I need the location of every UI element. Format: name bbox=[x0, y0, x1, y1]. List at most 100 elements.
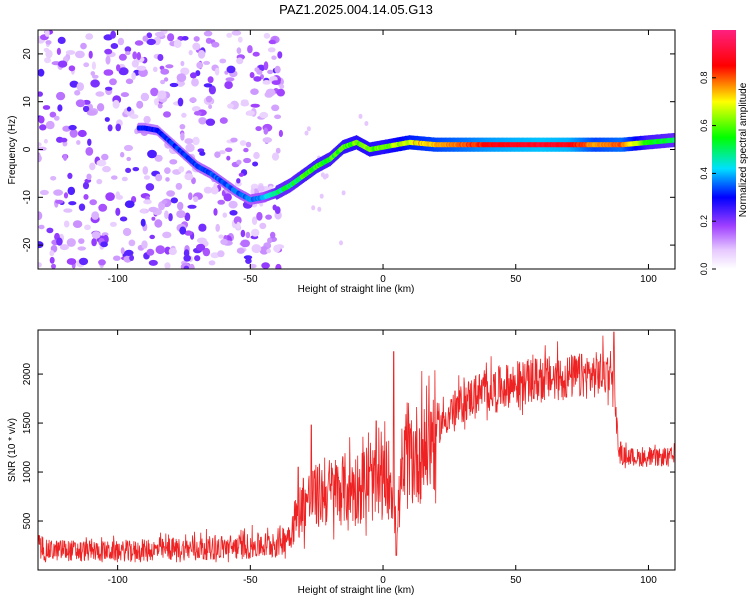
noise-cell bbox=[263, 61, 269, 71]
noise-cell bbox=[87, 138, 92, 146]
noise-cell bbox=[267, 69, 274, 75]
noise-cell bbox=[68, 201, 77, 206]
noise-cell bbox=[218, 150, 226, 155]
noise-cell bbox=[224, 81, 233, 90]
noise-cell bbox=[57, 104, 63, 112]
x-tick-label: -50 bbox=[243, 274, 258, 285]
noise-cell bbox=[227, 103, 234, 109]
noise-cell bbox=[193, 196, 199, 203]
noise-cell bbox=[215, 223, 220, 232]
noise-cell bbox=[67, 186, 76, 196]
noise-cell bbox=[131, 59, 139, 68]
noise-cell bbox=[154, 154, 163, 162]
noise-cell bbox=[250, 103, 260, 108]
noise-cell bbox=[38, 262, 42, 268]
noise-cell bbox=[218, 234, 224, 239]
noise-cell bbox=[38, 154, 42, 163]
noise-cell bbox=[207, 76, 214, 84]
noise-cell bbox=[196, 243, 206, 251]
noise-cell bbox=[98, 259, 106, 266]
noise-cell bbox=[38, 115, 45, 124]
noise-cell bbox=[192, 136, 200, 146]
noise-cell bbox=[113, 255, 121, 261]
noise-cell bbox=[239, 140, 247, 146]
noise-cell bbox=[203, 186, 213, 194]
noise-cell bbox=[188, 50, 193, 56]
noise-cell bbox=[197, 49, 206, 59]
noise-cell bbox=[190, 72, 197, 79]
noise-cell bbox=[191, 177, 196, 185]
noise-cell bbox=[208, 85, 216, 95]
noise-cell bbox=[43, 138, 48, 144]
snr-series-line bbox=[38, 331, 675, 563]
noise-cell bbox=[134, 40, 144, 46]
colorbar-label: Normalized spectral amplitude bbox=[738, 82, 749, 217]
colorbar-tick-label: 0.4 bbox=[699, 167, 709, 180]
noise-cell bbox=[231, 30, 242, 36]
noise-cell bbox=[126, 156, 131, 162]
noise-cell bbox=[246, 110, 255, 116]
noise-cell bbox=[164, 210, 169, 219]
colorbar-gradient bbox=[712, 30, 736, 269]
y-tick-label: 10 bbox=[22, 96, 33, 108]
noise-cell bbox=[111, 175, 118, 180]
noise-cell bbox=[194, 255, 201, 262]
noise-cell bbox=[65, 50, 76, 55]
noise-cell bbox=[341, 190, 346, 196]
colorbar: 0.0 0.2 0.4 0.6 0.8 Normalized spectral ampl… bbox=[699, 30, 749, 275]
noise-cell bbox=[119, 216, 128, 222]
noise-cell bbox=[255, 126, 262, 132]
noise-cell bbox=[259, 111, 269, 119]
noise-cell bbox=[104, 48, 113, 55]
noise-cell bbox=[223, 193, 232, 202]
noise-cell bbox=[178, 166, 185, 173]
noise-cell bbox=[146, 32, 153, 39]
noise-cell bbox=[83, 194, 89, 200]
noise-cell bbox=[189, 97, 197, 103]
noise-cell bbox=[125, 167, 132, 173]
noise-cell bbox=[217, 250, 225, 258]
noise-cell bbox=[181, 112, 187, 118]
noise-cell bbox=[96, 159, 107, 167]
x-tick-label: 100 bbox=[640, 274, 657, 285]
noise-cell bbox=[82, 181, 90, 190]
noise-cell bbox=[132, 51, 138, 60]
y-tick-label: 2000 bbox=[22, 363, 33, 386]
noise-cell bbox=[143, 175, 151, 180]
noise-cell bbox=[203, 30, 213, 37]
noise-cell bbox=[262, 80, 271, 85]
noise-cell bbox=[120, 92, 129, 98]
noise-cell bbox=[56, 237, 63, 246]
ridge-cell bbox=[672, 137, 675, 143]
noise-cell bbox=[240, 229, 246, 238]
noise-cell bbox=[167, 33, 175, 42]
noise-cell bbox=[176, 210, 186, 219]
noise-cell bbox=[191, 106, 201, 112]
noise-cell bbox=[279, 84, 285, 89]
noise-cell bbox=[56, 91, 66, 101]
noise-cell bbox=[187, 204, 197, 209]
noise-cell bbox=[268, 39, 276, 45]
noise-cell bbox=[45, 40, 52, 45]
noise-cell bbox=[177, 201, 184, 211]
noise-cell bbox=[105, 86, 113, 91]
colorbar-tick-label: 0.8 bbox=[699, 72, 709, 85]
noise-cell bbox=[247, 45, 253, 54]
noise-cell bbox=[142, 166, 149, 175]
spectrogram-x-label: Height of straight line (km) bbox=[298, 284, 415, 295]
noise-cell bbox=[91, 238, 97, 247]
noise-cell bbox=[145, 183, 155, 191]
noise-cell bbox=[214, 151, 221, 158]
noise-cell bbox=[233, 216, 242, 225]
noise-cell bbox=[91, 231, 101, 239]
y-tick-label: 1500 bbox=[22, 412, 33, 435]
noise-cell bbox=[148, 259, 158, 266]
noise-cell bbox=[251, 228, 260, 237]
noise-cell bbox=[179, 81, 186, 86]
noise-cell bbox=[213, 208, 218, 216]
noise-cell bbox=[188, 192, 193, 200]
noise-cell bbox=[132, 167, 140, 172]
noise-cell bbox=[261, 262, 270, 269]
noise-cell bbox=[217, 199, 225, 205]
